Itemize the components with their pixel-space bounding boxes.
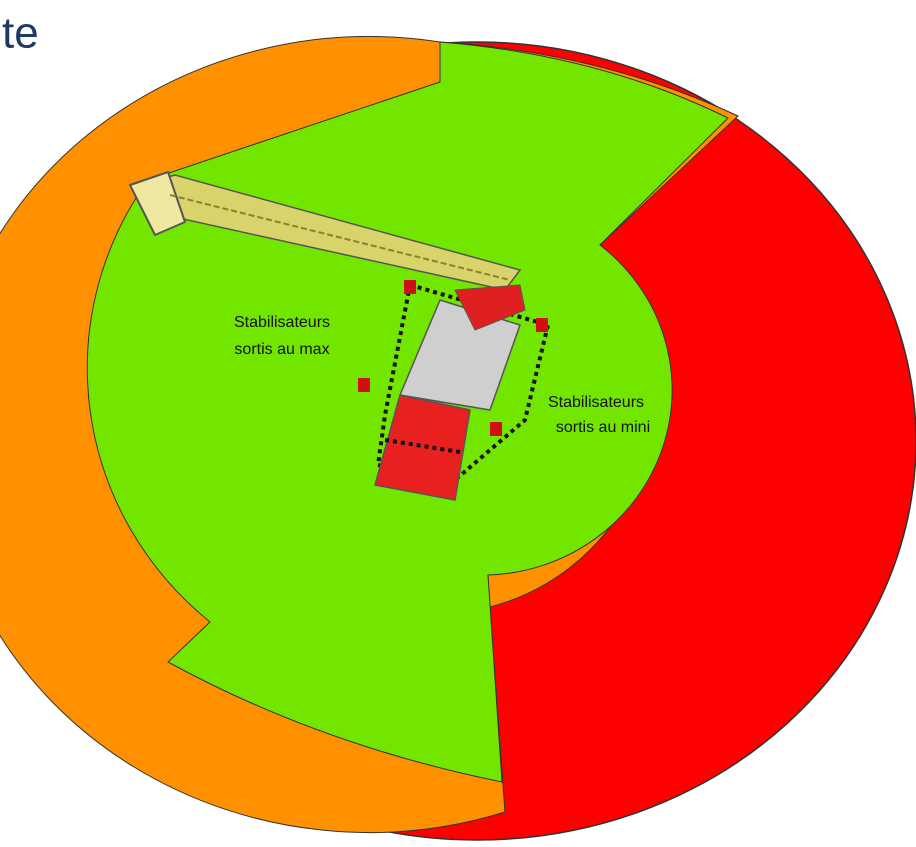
basket: [128, 170, 187, 237]
title: te: [2, 9, 39, 58]
label: sortis au mini: [556, 419, 650, 436]
label: Stabilisateurs: [548, 394, 644, 411]
stabilizer-pad: [536, 318, 548, 332]
turntable: [454, 284, 526, 331]
stabilizer-pad: [490, 422, 502, 436]
fire-truck: [128, 170, 551, 501]
label: sortis au max: [234, 341, 329, 358]
stabilizer-pad: [404, 280, 416, 294]
ladder-rung: [169, 194, 511, 281]
label: Stabilisateurs: [234, 314, 330, 331]
stabilizer-pad: [358, 378, 370, 392]
cab: [374, 394, 471, 501]
